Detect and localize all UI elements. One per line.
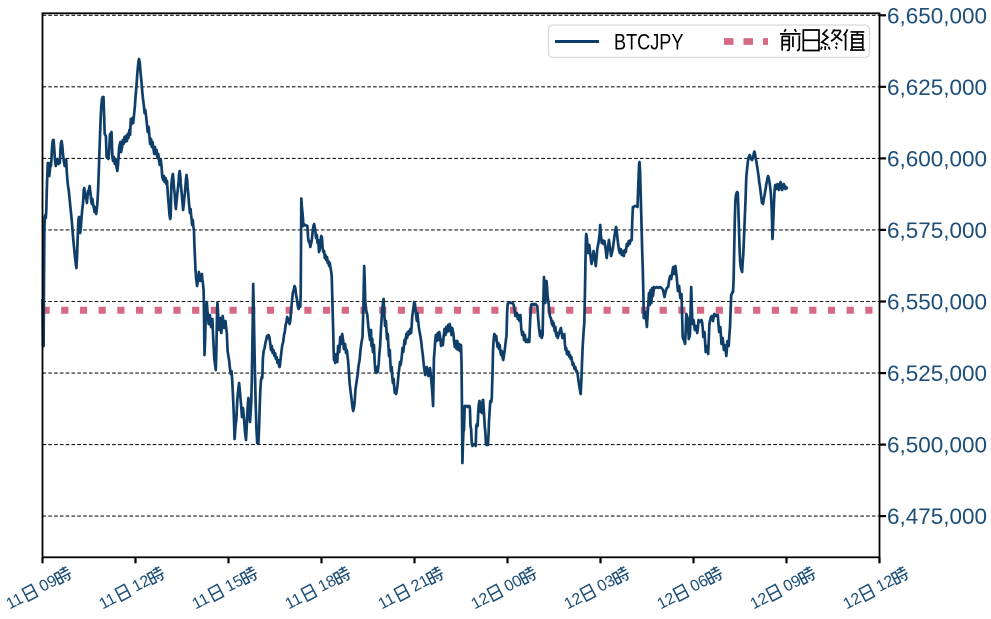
svg-text:BTCJPY: BTCJPY xyxy=(614,30,684,55)
svg-text:6,500,000: 6,500,000 xyxy=(887,433,987,458)
svg-text:09: 09 xyxy=(36,572,60,595)
svg-text:12: 12 xyxy=(841,590,865,613)
svg-text:12: 12 xyxy=(562,590,586,613)
svg-text:11: 11 xyxy=(190,590,213,613)
svg-text:12: 12 xyxy=(129,572,153,595)
svg-text:12: 12 xyxy=(748,590,772,613)
svg-text:11: 11 xyxy=(283,590,306,613)
svg-text:03: 03 xyxy=(594,572,618,595)
svg-text:06: 06 xyxy=(687,572,711,595)
svg-text:00: 00 xyxy=(501,572,525,595)
svg-text:18: 18 xyxy=(315,572,339,595)
svg-text:21: 21 xyxy=(408,572,432,595)
svg-text:6,550,000: 6,550,000 xyxy=(887,290,987,315)
svg-text:11: 11 xyxy=(376,590,399,613)
svg-text:15: 15 xyxy=(222,572,246,595)
svg-text:12: 12 xyxy=(655,590,679,613)
svg-text:6,475,000: 6,475,000 xyxy=(887,504,987,529)
svg-text:11: 11 xyxy=(4,590,27,613)
svg-text:09: 09 xyxy=(780,572,804,595)
svg-text:6,525,000: 6,525,000 xyxy=(887,361,987,386)
svg-text:6,600,000: 6,600,000 xyxy=(887,146,987,171)
svg-text:12: 12 xyxy=(469,590,493,613)
svg-text:6,625,000: 6,625,000 xyxy=(887,75,987,100)
svg-text:6,650,000: 6,650,000 xyxy=(887,3,987,28)
svg-text:12: 12 xyxy=(873,572,897,595)
svg-text:6,575,000: 6,575,000 xyxy=(887,218,987,243)
svg-text:11: 11 xyxy=(97,590,120,613)
